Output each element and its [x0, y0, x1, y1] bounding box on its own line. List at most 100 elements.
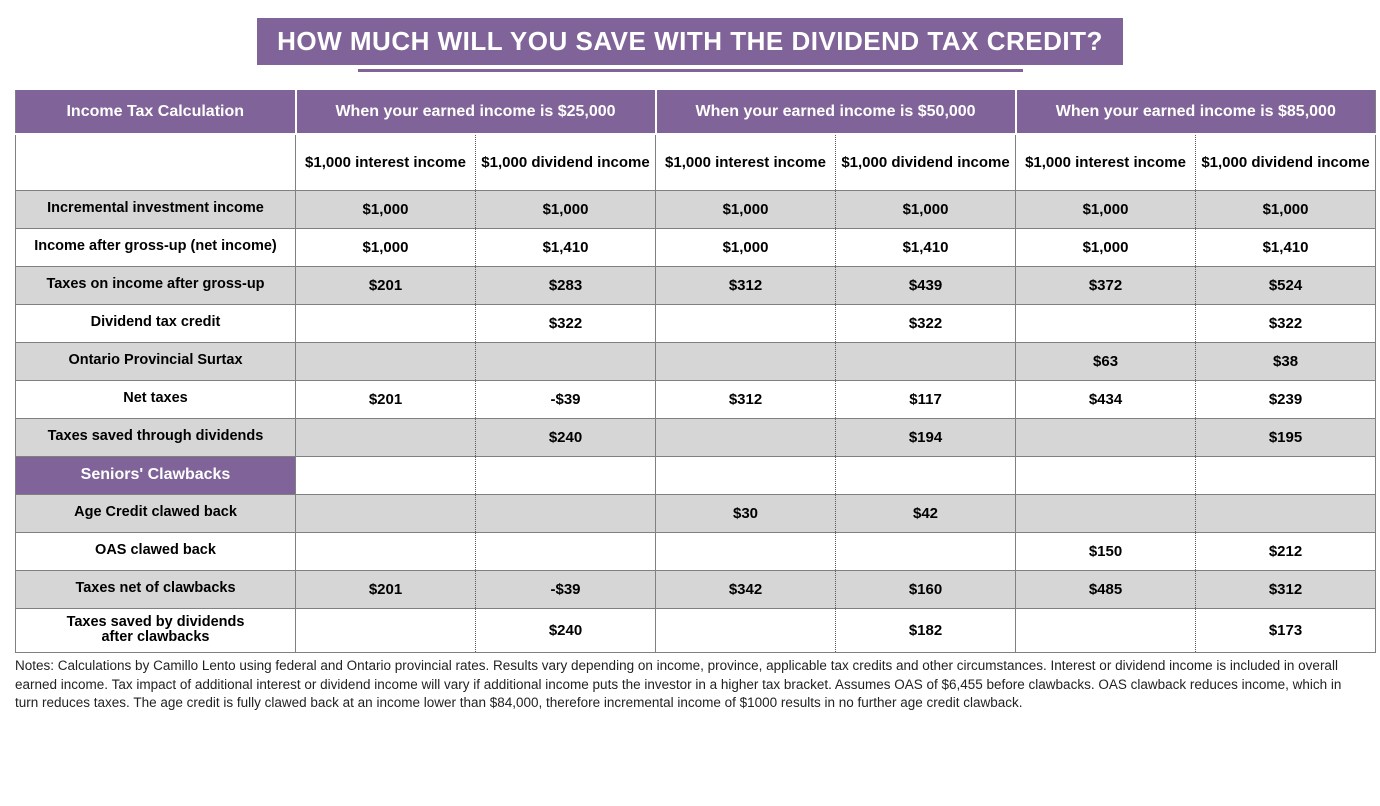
subheader-col-0: $1,000 interest income: [296, 134, 476, 190]
section-spacer: [1016, 456, 1196, 494]
table-cell: [656, 342, 836, 380]
table-cell: $30: [656, 494, 836, 532]
subheader-empty: [16, 134, 296, 190]
table-cell: $439: [836, 266, 1016, 304]
row-label: Incremental investment income: [16, 190, 296, 228]
table-cell: $1,000: [1016, 190, 1196, 228]
table-cell: [656, 418, 836, 456]
subheader-col-3: $1,000 dividend income: [836, 134, 1016, 190]
table-cell: $240: [476, 608, 656, 653]
table-cell: $42: [836, 494, 1016, 532]
table-cell: $283: [476, 266, 656, 304]
table-cell: [1016, 418, 1196, 456]
header-group-25k: When your earned income is $25,000: [296, 90, 656, 134]
table-cell: $201: [296, 266, 476, 304]
section-spacer: [1196, 456, 1376, 494]
table-cell: $195: [1196, 418, 1376, 456]
title-underline: [358, 69, 1023, 72]
notes-text: Notes: Calculations by Camillo Lento usi…: [15, 657, 1365, 712]
title-block: HOW MUCH WILL YOU SAVE WITH THE DIVIDEND…: [15, 18, 1365, 72]
table-cell: $194: [836, 418, 1016, 456]
table-cell: [476, 342, 656, 380]
table-cell: $38: [1196, 342, 1376, 380]
table-cell: $1,000: [476, 190, 656, 228]
section-header-seniors: Seniors' Clawbacks: [16, 456, 296, 494]
table-cell: $201: [296, 380, 476, 418]
table-cell: $342: [656, 570, 836, 608]
row-label: Taxes saved by dividendsafter clawbacks: [16, 608, 296, 653]
table-cell: -$39: [476, 570, 656, 608]
table-cell: $182: [836, 608, 1016, 653]
table-cell: $1,000: [836, 190, 1016, 228]
table-cell: [656, 304, 836, 342]
table-cell: $1,410: [476, 228, 656, 266]
table-cell: $201: [296, 570, 476, 608]
table-cell: $1,000: [1196, 190, 1376, 228]
header-group-85k: When your earned income is $85,000: [1016, 90, 1376, 134]
table-cell: [836, 532, 1016, 570]
subheader-col-1: $1,000 dividend income: [476, 134, 656, 190]
table-cell: [296, 532, 476, 570]
table-cell: $1,000: [296, 228, 476, 266]
table-cell: [1196, 494, 1376, 532]
table-cell: $312: [656, 266, 836, 304]
row-label: Net taxes: [16, 380, 296, 418]
row-label: Taxes net of clawbacks: [16, 570, 296, 608]
table-cell: $239: [1196, 380, 1376, 418]
table-cell: [1016, 494, 1196, 532]
table-cell: [296, 304, 476, 342]
table-cell: [656, 532, 836, 570]
subheader-col-4: $1,000 interest income: [1016, 134, 1196, 190]
table-cell: $150: [1016, 532, 1196, 570]
table-cell: $117: [836, 380, 1016, 418]
table-cell: $1,410: [836, 228, 1016, 266]
table-cell: $372: [1016, 266, 1196, 304]
table-cell: $160: [836, 570, 1016, 608]
table-cell: $322: [836, 304, 1016, 342]
table-cell: [296, 608, 476, 653]
row-label: Ontario Provincial Surtax: [16, 342, 296, 380]
subheader-col-5: $1,000 dividend income: [1196, 134, 1376, 190]
row-label: Dividend tax credit: [16, 304, 296, 342]
subheader-col-2: $1,000 interest income: [656, 134, 836, 190]
table-cell: $524: [1196, 266, 1376, 304]
table-cell: $212: [1196, 532, 1376, 570]
row-label: Age Credit clawed back: [16, 494, 296, 532]
table-cell: [836, 342, 1016, 380]
table-cell: $485: [1016, 570, 1196, 608]
table-cell: [296, 342, 476, 380]
table-cell: $322: [1196, 304, 1376, 342]
section-spacer: [836, 456, 1016, 494]
table-cell: [296, 418, 476, 456]
table-cell: $312: [656, 380, 836, 418]
table-cell: $312: [1196, 570, 1376, 608]
table-cell: $240: [476, 418, 656, 456]
table-cell: $173: [1196, 608, 1376, 653]
row-label: Taxes on income after gross-up: [16, 266, 296, 304]
row-label: Taxes saved through dividends: [16, 418, 296, 456]
table-cell: $1,000: [296, 190, 476, 228]
table-cell: [1016, 608, 1196, 653]
section-spacer: [476, 456, 656, 494]
table-cell: [296, 494, 476, 532]
table-cell: [1016, 304, 1196, 342]
table-cell: [476, 532, 656, 570]
table-cell: $63: [1016, 342, 1196, 380]
section-spacer: [656, 456, 836, 494]
table-cell: $434: [1016, 380, 1196, 418]
table-cell: $322: [476, 304, 656, 342]
table-cell: [656, 608, 836, 653]
table-cell: $1,000: [656, 228, 836, 266]
table-cell: $1,000: [656, 190, 836, 228]
header-corner: Income Tax Calculation: [16, 90, 296, 134]
row-label: OAS clawed back: [16, 532, 296, 570]
table-cell: $1,410: [1196, 228, 1376, 266]
header-group-50k: When your earned income is $50,000: [656, 90, 1016, 134]
row-label: Income after gross-up (net income): [16, 228, 296, 266]
page-title: HOW MUCH WILL YOU SAVE WITH THE DIVIDEND…: [257, 18, 1123, 65]
table-cell: -$39: [476, 380, 656, 418]
table-cell: $1,000: [1016, 228, 1196, 266]
tax-table: Income Tax Calculation When your earned …: [15, 90, 1376, 653]
table-cell: [476, 494, 656, 532]
section-spacer: [296, 456, 476, 494]
